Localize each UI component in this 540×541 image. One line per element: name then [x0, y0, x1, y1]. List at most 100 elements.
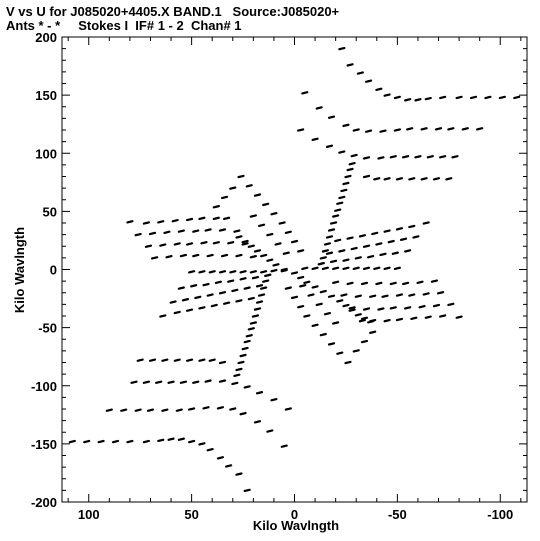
uv-point — [323, 311, 332, 316]
uv-point — [229, 407, 237, 411]
uv-point — [307, 293, 315, 297]
uv-point — [262, 279, 270, 283]
uv-point — [239, 353, 247, 358]
uv-point — [360, 281, 369, 286]
uv-point — [447, 127, 455, 131]
uv-point — [311, 137, 319, 141]
uv-point — [175, 408, 183, 412]
uv-point — [280, 267, 288, 272]
uv-point — [369, 318, 377, 323]
x-tick-label: 0 — [291, 507, 298, 522]
uv-point — [155, 380, 163, 384]
uv-point — [356, 71, 364, 75]
uv-point — [325, 235, 334, 239]
uv-point — [167, 380, 175, 384]
uv-point — [338, 195, 346, 200]
uv-point — [218, 360, 227, 365]
uv-point — [383, 266, 391, 271]
uv-point — [130, 380, 138, 384]
uv-point — [237, 360, 245, 365]
uv-point — [447, 302, 455, 307]
uv-point — [329, 259, 338, 264]
uv-point — [274, 242, 282, 246]
uv-point — [346, 236, 354, 240]
uv-point — [439, 95, 447, 100]
uv-point — [284, 407, 292, 411]
uv-point — [336, 201, 344, 205]
uv-point — [227, 241, 235, 245]
uv-point — [257, 223, 266, 228]
uv-point — [325, 144, 334, 148]
uv-point — [264, 273, 272, 278]
uv-point — [408, 224, 416, 229]
uv-point — [247, 296, 255, 301]
uv-point — [229, 186, 237, 190]
uv-point — [432, 177, 441, 181]
y-tick-label: 100 — [35, 146, 57, 161]
uv-point — [251, 314, 260, 318]
uv-point — [336, 351, 344, 355]
uv-point — [177, 229, 185, 233]
uv-point — [161, 408, 169, 412]
uv-point — [144, 244, 153, 248]
uv-point — [301, 266, 309, 271]
uv-point — [383, 229, 391, 233]
uv-point — [206, 253, 214, 258]
y-tick-label: 200 — [35, 30, 57, 45]
uv-point — [338, 249, 346, 253]
uv-point — [243, 286, 251, 290]
uv-point — [159, 314, 167, 318]
uv-point — [332, 321, 340, 325]
uv-point — [381, 294, 389, 298]
uv-point — [424, 315, 432, 319]
uv-point — [249, 255, 257, 259]
uv-point — [266, 429, 274, 433]
uv-point — [233, 229, 241, 233]
uv-point — [354, 313, 362, 317]
uv-point — [455, 315, 463, 319]
uv-point — [173, 358, 181, 362]
uv-point — [358, 318, 366, 323]
uv-point — [159, 243, 167, 247]
uv-point — [432, 303, 441, 308]
uv-point — [216, 406, 225, 410]
uv-point — [350, 153, 358, 158]
uv-point — [231, 288, 239, 293]
uv-point — [247, 244, 255, 248]
y-tick-label: -50 — [38, 321, 57, 336]
uv-point — [348, 162, 356, 166]
uv-point — [208, 270, 216, 274]
uv-point — [142, 380, 150, 384]
uv-point — [142, 221, 150, 225]
uv-point — [317, 261, 325, 266]
uv-point — [436, 291, 445, 295]
uv-point — [251, 275, 260, 280]
uv-point — [200, 241, 208, 245]
uv-point — [212, 241, 220, 245]
uv-point — [375, 87, 383, 92]
uv-point — [408, 177, 416, 181]
y-tick-label: -200 — [31, 495, 57, 510]
uv-point — [173, 310, 181, 315]
uv-point — [245, 184, 253, 188]
uv-point — [241, 242, 249, 246]
uv-point — [188, 270, 196, 274]
uv-point — [379, 252, 387, 257]
uv-point — [412, 235, 420, 239]
data-points — [68, 46, 521, 493]
uv-point — [375, 242, 383, 246]
uv-point — [245, 334, 253, 338]
uv-point — [393, 128, 401, 132]
uv-point — [311, 266, 319, 271]
uv-point — [373, 177, 381, 181]
uv-point — [369, 294, 377, 298]
uv-point — [391, 251, 399, 255]
uv-point — [270, 212, 278, 216]
x-tick-label: -100 — [487, 507, 513, 522]
uv-point — [229, 270, 237, 274]
uv-point — [148, 358, 157, 362]
uv-point — [404, 306, 412, 310]
uv-point — [218, 291, 227, 295]
uv-point — [262, 202, 270, 207]
